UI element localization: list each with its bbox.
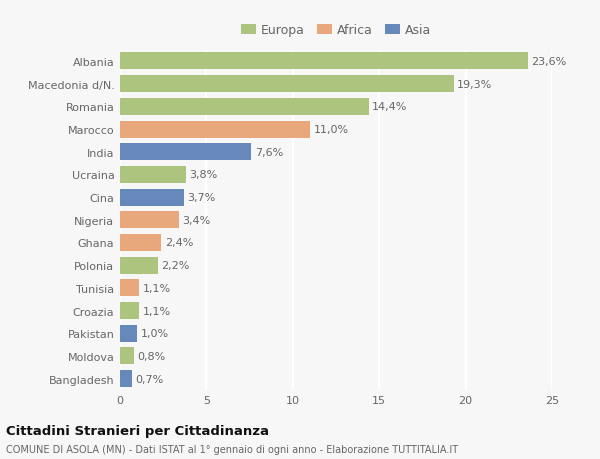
- Text: 19,3%: 19,3%: [457, 79, 492, 90]
- Bar: [120, 348, 134, 364]
- Text: 1,1%: 1,1%: [142, 306, 170, 316]
- Bar: [120, 189, 184, 206]
- Text: 23,6%: 23,6%: [531, 57, 566, 67]
- Bar: [120, 99, 369, 116]
- Bar: [120, 302, 139, 319]
- Bar: [120, 235, 161, 252]
- Text: 0,7%: 0,7%: [136, 374, 164, 384]
- Text: 7,6%: 7,6%: [255, 147, 283, 157]
- Bar: [120, 121, 310, 138]
- Text: 2,2%: 2,2%: [161, 261, 190, 271]
- Text: 3,7%: 3,7%: [187, 193, 215, 203]
- Text: 3,8%: 3,8%: [189, 170, 217, 180]
- Text: 11,0%: 11,0%: [314, 125, 349, 135]
- Text: 2,4%: 2,4%: [165, 238, 193, 248]
- Bar: [120, 76, 454, 93]
- Bar: [120, 370, 132, 387]
- Text: Cittadini Stranieri per Cittadinanza: Cittadini Stranieri per Cittadinanza: [6, 424, 269, 437]
- Bar: [120, 167, 185, 184]
- Text: 0,8%: 0,8%: [137, 351, 166, 361]
- Bar: [120, 257, 158, 274]
- Text: 14,4%: 14,4%: [372, 102, 407, 112]
- Bar: [120, 280, 139, 297]
- Legend: Europa, Africa, Asia: Europa, Africa, Asia: [235, 19, 437, 42]
- Text: 1,1%: 1,1%: [142, 283, 170, 293]
- Text: 3,4%: 3,4%: [182, 215, 211, 225]
- Bar: [120, 325, 137, 342]
- Text: COMUNE DI ASOLA (MN) - Dati ISTAT al 1° gennaio di ogni anno - Elaborazione TUTT: COMUNE DI ASOLA (MN) - Dati ISTAT al 1° …: [6, 444, 458, 454]
- Bar: [120, 212, 179, 229]
- Bar: [120, 144, 251, 161]
- Bar: [120, 53, 528, 70]
- Text: 1,0%: 1,0%: [141, 329, 169, 339]
